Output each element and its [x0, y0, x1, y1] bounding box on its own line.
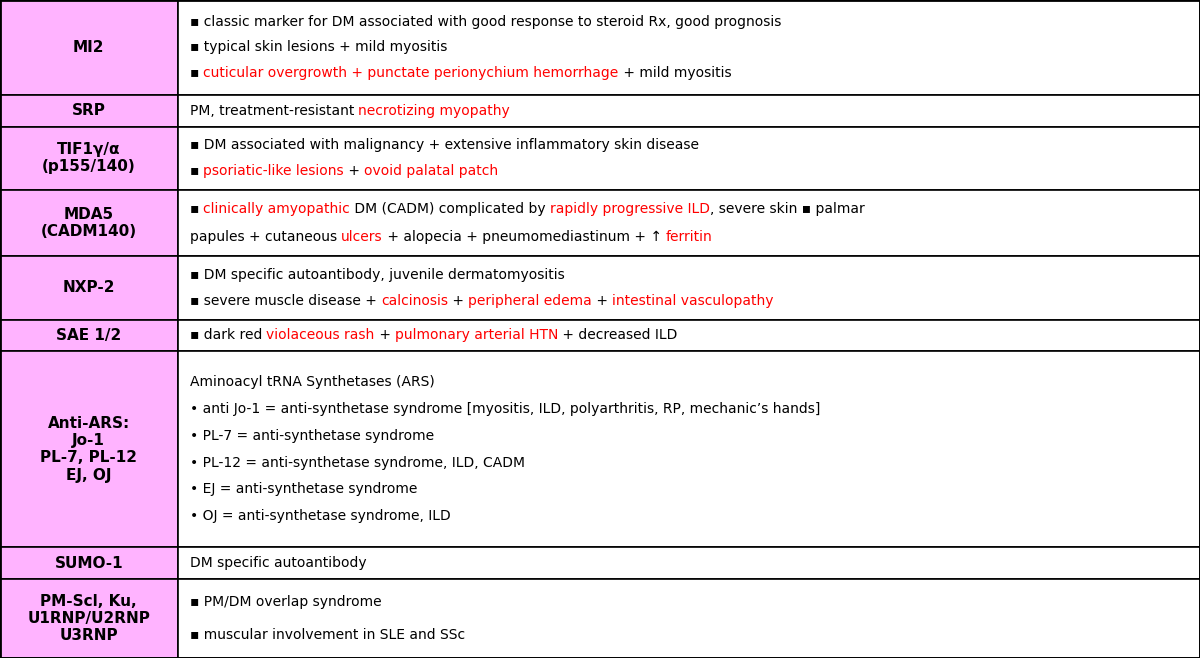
- Text: ulcers: ulcers: [341, 230, 383, 243]
- Bar: [0, 0, 178, 95]
- Text: NXP-2: NXP-2: [62, 280, 115, 295]
- Text: calcinosis: calcinosis: [380, 294, 448, 308]
- Text: ovoid palatal patch: ovoid palatal patch: [365, 164, 498, 178]
- Text: ▪ PM/DM overlap syndrome: ▪ PM/DM overlap syndrome: [190, 595, 382, 609]
- Text: +: +: [448, 294, 468, 308]
- Bar: [0, 547, 178, 579]
- Text: DM (CADM) complicated by: DM (CADM) complicated by: [350, 203, 550, 216]
- Text: ▪ typical skin lesions + mild myositis: ▪ typical skin lesions + mild myositis: [190, 40, 446, 55]
- Text: PM-Scl, Ku,
U1RNP/U2RNP
U3RNP: PM-Scl, Ku, U1RNP/U2RNP U3RNP: [28, 594, 150, 644]
- Text: ▪ severe muscle disease +: ▪ severe muscle disease +: [190, 294, 380, 308]
- Text: • PL-12 = anti-synthetase syndrome, ILD, CADM: • PL-12 = anti-synthetase syndrome, ILD,…: [190, 455, 524, 470]
- Text: SAE 1/2: SAE 1/2: [56, 328, 121, 343]
- Text: ▪ classic marker for DM associated with good response to steroid Rx, good progno: ▪ classic marker for DM associated with …: [190, 14, 781, 28]
- Bar: [0, 579, 178, 658]
- Text: Anti-ARS:
Jo-1
PL-7, PL-12
EJ, OJ: Anti-ARS: Jo-1 PL-7, PL-12 EJ, OJ: [41, 416, 137, 483]
- Bar: [178, 351, 1200, 547]
- Text: peripheral edema: peripheral edema: [468, 294, 592, 308]
- Text: ▪: ▪: [190, 203, 203, 216]
- Text: violaceous rash: violaceous rash: [266, 328, 374, 342]
- Text: + decreased ILD: + decreased ILD: [558, 328, 678, 342]
- Text: DM specific autoantibody: DM specific autoantibody: [190, 556, 366, 570]
- Text: ▪: ▪: [190, 164, 203, 178]
- Bar: [0, 320, 178, 351]
- Text: • EJ = anti-synthetase syndrome: • EJ = anti-synthetase syndrome: [190, 482, 416, 496]
- Text: + mild myositis: + mild myositis: [619, 66, 731, 80]
- Text: ▪: ▪: [190, 66, 203, 80]
- Text: ▪ DM specific autoantibody, juvenile dermatomyositis: ▪ DM specific autoantibody, juvenile der…: [190, 268, 564, 282]
- Bar: [0, 190, 178, 256]
- Bar: [0, 351, 178, 547]
- Bar: [0, 256, 178, 320]
- Text: ▪ muscular involvement in SLE and SSc: ▪ muscular involvement in SLE and SSc: [190, 628, 464, 642]
- Bar: [0, 95, 178, 126]
- Text: +: +: [374, 328, 395, 342]
- Text: ▪ dark red: ▪ dark red: [190, 328, 266, 342]
- Text: intestinal vasculopathy: intestinal vasculopathy: [612, 294, 774, 308]
- Bar: [178, 547, 1200, 579]
- Bar: [178, 126, 1200, 190]
- Text: psoriatic-like lesions: psoriatic-like lesions: [203, 164, 344, 178]
- Text: MDA5
(CADM140): MDA5 (CADM140): [41, 207, 137, 240]
- Text: rapidly progressive ILD: rapidly progressive ILD: [550, 203, 710, 216]
- Bar: [178, 0, 1200, 95]
- Text: +: +: [592, 294, 612, 308]
- Text: Aminoacyl tRNA Synthetases (ARS): Aminoacyl tRNA Synthetases (ARS): [190, 375, 434, 389]
- Text: SRP: SRP: [72, 103, 106, 118]
- Text: • PL-7 = anti-synthetase syndrome: • PL-7 = anti-synthetase syndrome: [190, 429, 433, 443]
- Text: cuticular overgrowth + punctate perionychium hemorrhage: cuticular overgrowth + punctate perionyc…: [203, 66, 619, 80]
- Text: • anti Jo-1 = anti-synthetase syndrome [myositis, ILD, polyarthritis, RP, mechan: • anti Jo-1 = anti-synthetase syndrome […: [190, 402, 820, 416]
- Bar: [178, 190, 1200, 256]
- Text: papules + cutaneous: papules + cutaneous: [190, 230, 341, 243]
- Text: necrotizing myopathy: necrotizing myopathy: [359, 104, 510, 118]
- Text: • OJ = anti-synthetase syndrome, ILD: • OJ = anti-synthetase syndrome, ILD: [190, 509, 450, 523]
- Text: PM, treatment-resistant: PM, treatment-resistant: [190, 104, 359, 118]
- Text: MI2: MI2: [73, 40, 104, 55]
- Text: SUMO-1: SUMO-1: [54, 555, 124, 570]
- Bar: [178, 95, 1200, 126]
- Text: ferritin: ferritin: [666, 230, 713, 243]
- Bar: [178, 320, 1200, 351]
- Bar: [178, 256, 1200, 320]
- Text: TIF1γ/α
(p155/140): TIF1γ/α (p155/140): [42, 142, 136, 174]
- Text: , severe skin ▪ palmar: , severe skin ▪ palmar: [710, 203, 865, 216]
- Text: ▪ DM associated with malignancy + extensive inflammatory skin disease: ▪ DM associated with malignancy + extens…: [190, 138, 698, 152]
- Bar: [178, 579, 1200, 658]
- Text: clinically amyopathic: clinically amyopathic: [203, 203, 350, 216]
- Bar: [0, 126, 178, 190]
- Text: + alopecia + pneumomediastinum + ↑: + alopecia + pneumomediastinum + ↑: [383, 230, 666, 243]
- Text: +: +: [344, 164, 365, 178]
- Text: pulmonary arterial HTN: pulmonary arterial HTN: [395, 328, 558, 342]
